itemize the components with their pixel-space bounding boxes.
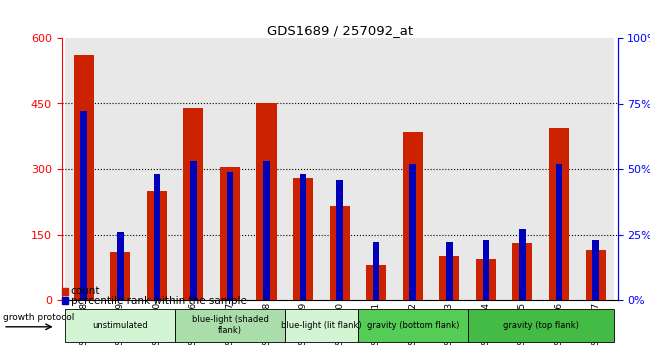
Bar: [403, 132, 422, 300]
FancyBboxPatch shape: [467, 309, 614, 342]
Bar: [263, 161, 270, 300]
FancyBboxPatch shape: [358, 309, 467, 342]
Bar: [556, 164, 562, 300]
Text: unstimulated: unstimulated: [92, 321, 148, 330]
Bar: [321, 38, 358, 300]
Bar: [467, 38, 504, 300]
Bar: [366, 265, 386, 300]
Bar: [336, 179, 343, 300]
Bar: [410, 164, 416, 300]
Text: growth protocol: growth protocol: [3, 314, 75, 323]
Bar: [446, 243, 452, 300]
FancyBboxPatch shape: [66, 309, 175, 342]
Bar: [227, 172, 233, 300]
Bar: [439, 256, 460, 300]
Bar: [190, 161, 197, 300]
FancyBboxPatch shape: [285, 309, 358, 342]
Text: count: count: [71, 286, 100, 296]
Bar: [66, 38, 102, 300]
Bar: [330, 206, 350, 300]
Text: blue-light (shaded
flank): blue-light (shaded flank): [192, 315, 268, 335]
Bar: [373, 243, 380, 300]
FancyBboxPatch shape: [175, 309, 285, 342]
Bar: [476, 259, 496, 300]
Bar: [212, 38, 248, 300]
Bar: [285, 38, 321, 300]
Bar: [117, 232, 124, 300]
Bar: [138, 38, 175, 300]
Title: GDS1689 / 257092_at: GDS1689 / 257092_at: [266, 24, 413, 37]
Bar: [482, 240, 489, 300]
Text: blue-light (lit flank): blue-light (lit flank): [281, 321, 361, 330]
Bar: [102, 38, 138, 300]
Bar: [541, 38, 577, 300]
Bar: [248, 38, 285, 300]
Bar: [220, 167, 240, 300]
Text: gravity (bottom flank): gravity (bottom flank): [367, 321, 459, 330]
Bar: [73, 56, 94, 300]
Bar: [81, 111, 87, 300]
Bar: [549, 128, 569, 300]
Bar: [153, 174, 160, 300]
Bar: [504, 38, 541, 300]
Bar: [358, 38, 395, 300]
Bar: [586, 250, 606, 300]
Text: gravity (top flank): gravity (top flank): [503, 321, 578, 330]
Bar: [62, 297, 68, 304]
Text: percentile rank within the sample: percentile rank within the sample: [71, 296, 247, 306]
Bar: [592, 240, 599, 300]
Bar: [293, 178, 313, 300]
Bar: [257, 104, 276, 300]
Bar: [512, 243, 532, 300]
Bar: [147, 191, 167, 300]
Bar: [175, 38, 212, 300]
Bar: [577, 38, 614, 300]
Bar: [395, 38, 431, 300]
Bar: [431, 38, 467, 300]
Bar: [183, 108, 203, 300]
Bar: [300, 174, 306, 300]
Bar: [519, 229, 526, 300]
Bar: [62, 288, 68, 295]
Bar: [111, 252, 130, 300]
